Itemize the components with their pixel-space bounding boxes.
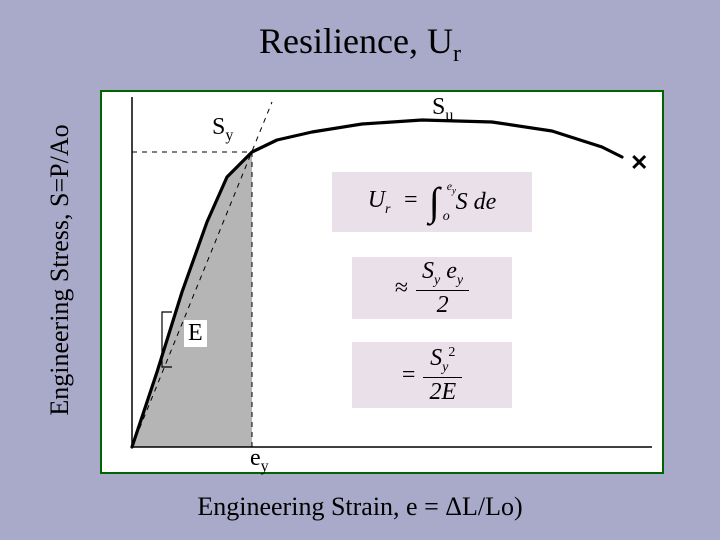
label-e-modulus: E <box>184 320 207 347</box>
label-ey: ey <box>250 445 269 476</box>
label-su: Su <box>432 94 453 125</box>
y-axis-label: Engineering Stress, S=P/Ao <box>45 124 75 415</box>
slide: Resilience, Ur Engineering Stress, S=P/A… <box>0 0 720 540</box>
title-sub: r <box>453 41 461 67</box>
slide-title: Resilience, Ur <box>0 20 720 68</box>
plot-area: ✕ Sy Su E ey Ur = ∫ ey o S de <box>100 90 664 474</box>
equation-final: = Sy2 2E <box>352 342 512 408</box>
label-sy: Sy <box>212 114 233 145</box>
title-text: Resilience, U <box>259 21 453 61</box>
x-axis-label: Engineering Strain, e = ΔL/Lo) <box>0 492 720 522</box>
equation-approx: ≈ Sy ey 2 <box>352 257 512 319</box>
equation-integral: Ur = ∫ ey o S de <box>332 172 532 232</box>
svg-text:✕: ✕ <box>630 150 648 175</box>
